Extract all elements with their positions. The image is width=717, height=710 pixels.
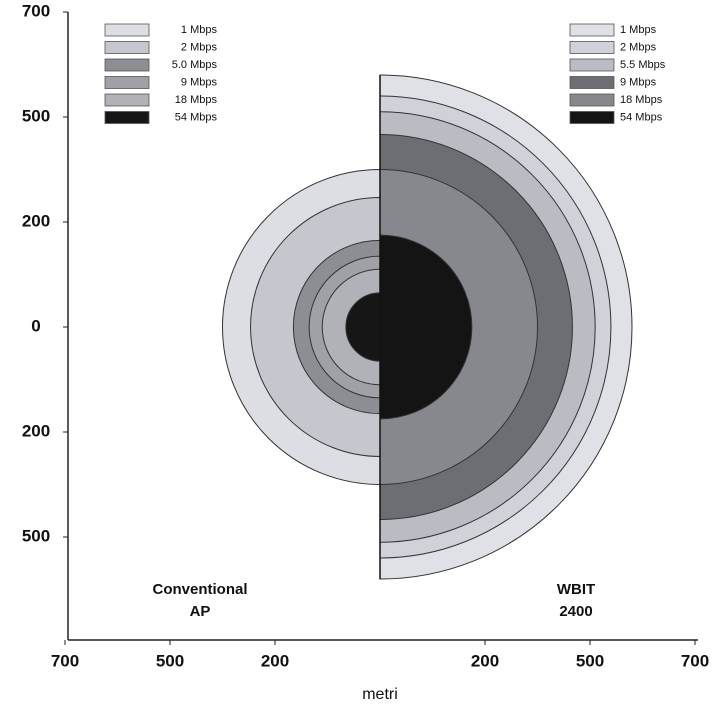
x-axis-label: metri bbox=[362, 686, 398, 703]
legend-swatch bbox=[104, 41, 150, 54]
x-tick-label: 500 bbox=[576, 651, 604, 670]
y-tick-label: 200 bbox=[22, 211, 50, 230]
coverage-area bbox=[379, 234, 473, 420]
series-label: WBIT bbox=[557, 581, 595, 598]
legend-swatch bbox=[569, 76, 615, 89]
series-label: Conventional bbox=[152, 581, 247, 598]
x-tick-label: 700 bbox=[681, 651, 709, 670]
x-tick-label: 500 bbox=[156, 651, 184, 670]
legend-swatch bbox=[569, 111, 615, 124]
legend-swatch bbox=[104, 111, 150, 124]
legend-label: 2 Mbps bbox=[620, 41, 657, 53]
legend-label: 5.5 Mbps bbox=[620, 59, 666, 71]
x-tick-label: 700 bbox=[51, 651, 79, 670]
y-tick-label: 700 bbox=[22, 1, 50, 20]
legend-label: 1 Mbps bbox=[181, 24, 218, 36]
legend-label: 18 Mbps bbox=[620, 94, 663, 106]
legend-swatch bbox=[104, 76, 150, 89]
series-label: 2400 bbox=[559, 603, 592, 620]
y-tick-label: 500 bbox=[22, 526, 50, 545]
x-tick-label: 200 bbox=[471, 651, 499, 670]
coverage-area bbox=[345, 292, 381, 362]
legend-label: 9 Mbps bbox=[620, 76, 657, 88]
legend-swatch bbox=[104, 58, 150, 72]
legend-swatch bbox=[569, 23, 615, 37]
y-tick-label: 200 bbox=[22, 421, 50, 440]
x-tick-label: 200 bbox=[261, 651, 289, 670]
legend-label: 54 Mbps bbox=[620, 111, 663, 123]
legend-swatch bbox=[569, 93, 615, 107]
legend-label: 9 Mbps bbox=[181, 76, 218, 88]
legend-label: 54 Mbps bbox=[175, 111, 218, 123]
legend-label: 18 Mbps bbox=[175, 94, 218, 106]
legend-label: 1 Mbps bbox=[620, 24, 657, 36]
y-tick-label: 0 bbox=[31, 316, 40, 335]
legend-swatch bbox=[569, 58, 615, 72]
legend-label: 2 Mbps bbox=[181, 41, 218, 53]
legend-swatch bbox=[104, 93, 150, 107]
y-tick-label: 500 bbox=[22, 106, 50, 125]
legend-label: 5.0 Mbps bbox=[172, 59, 218, 71]
legend-swatch bbox=[104, 23, 150, 37]
legend-swatch bbox=[569, 41, 615, 54]
series-label: AP bbox=[190, 603, 211, 620]
